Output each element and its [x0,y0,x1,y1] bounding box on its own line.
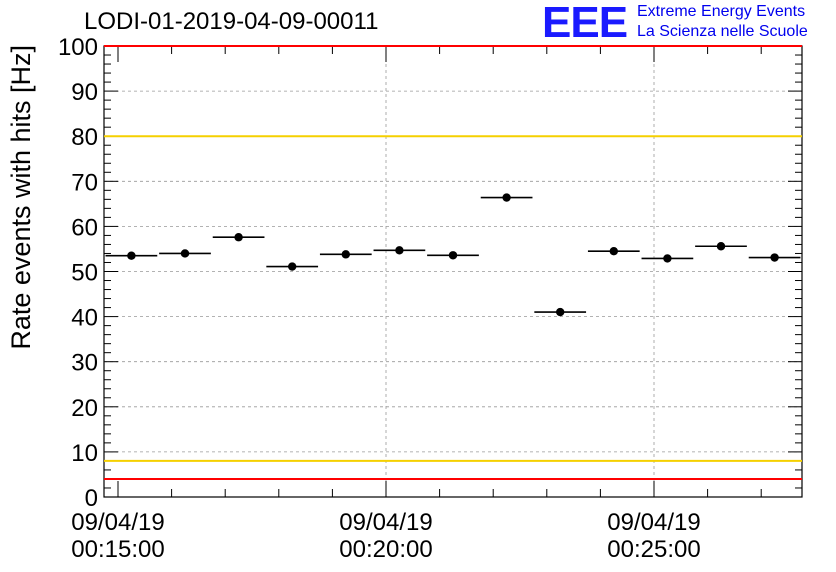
data-point [716,242,726,251]
data-point [556,307,565,317]
y-tick-label: 80 [71,124,98,151]
logo-line-2: La Scienza nelle Scuole [637,23,808,40]
y-tick-label: 50 [71,260,98,287]
y-tick-label: 60 [71,214,98,241]
chart-title: LODI-01-2019-04-09-00011 [84,8,379,35]
x-tick-label-date: 09/04/19 [607,509,700,536]
data-point [127,251,136,260]
data-point [502,193,511,202]
y-tick-label: 100 [58,34,98,61]
x-tick-label-time: 00:25:00 [607,536,700,563]
x-tick-label-time: 00:15:00 [71,536,164,563]
data-point [341,250,350,259]
y-tick-label: 0 [85,485,98,512]
data-point [234,233,243,242]
data-point [663,254,672,263]
x-tick-label-time: 00:20:00 [339,536,432,563]
y-tick-label: 40 [71,305,98,332]
y-tick-label: 10 [71,440,98,467]
data-point [770,253,779,262]
y-tick-label: 90 [71,79,98,106]
x-tick-label-date: 09/04/19 [71,509,164,536]
data-point [180,249,190,258]
data-point [609,247,618,256]
logo-line-1: Extreme Energy Events [637,3,806,20]
data-point [288,262,297,271]
x-tick-label-date: 09/04/19 [339,509,432,536]
y-axis-label: Rate events with hits [Hz] [6,45,36,350]
y-tick-label: 20 [71,395,98,422]
data-point [448,251,458,260]
data-point [395,246,404,255]
logo-mark: EEE [542,0,628,47]
y-tick-label: 30 [71,350,98,377]
y-tick-label: 70 [71,169,98,196]
